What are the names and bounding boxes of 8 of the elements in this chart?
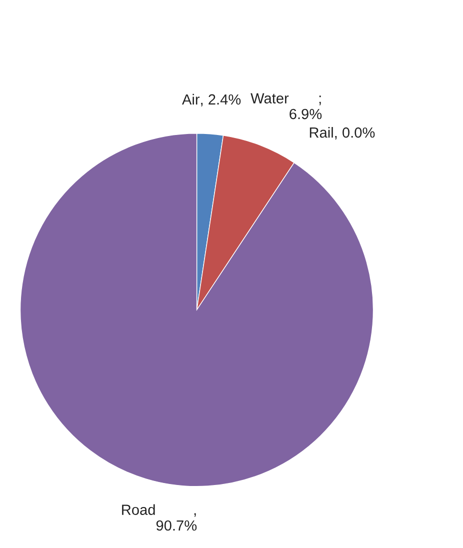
category-label: Rail — [310, 127, 333, 138]
slice-label: Air — [182, 94, 200, 104]
slice-label: Water — [250, 93, 289, 104]
data-label: , 2.4% — [201, 94, 241, 106]
data-label: ; 6.9% — [290, 96, 322, 120]
data-label: , 90.7% — [156, 513, 197, 531]
text: , 0.0% — [335, 127, 375, 140]
slice-label: Road — [122, 504, 155, 515]
